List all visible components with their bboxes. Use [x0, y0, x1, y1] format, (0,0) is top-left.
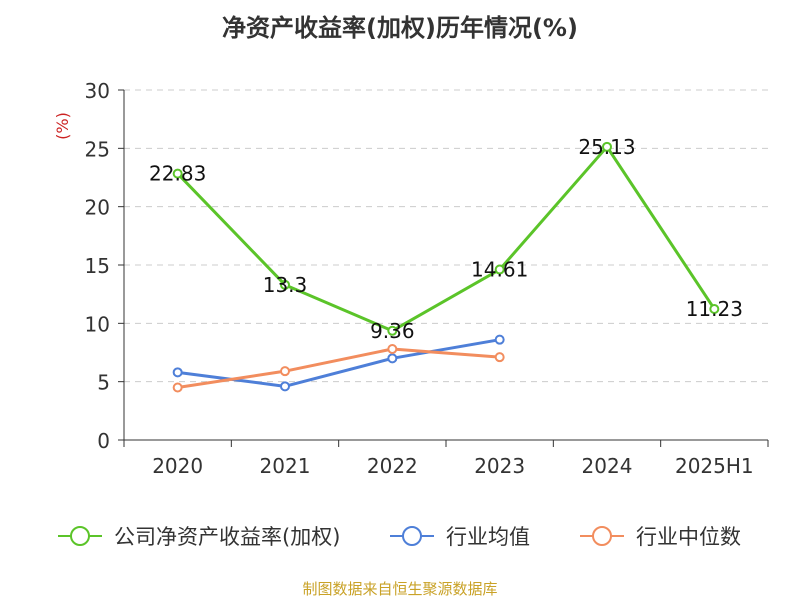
data-point-series-1 — [494, 334, 505, 345]
data-point-series-1 — [387, 353, 398, 364]
x-tick-label: 2020 — [152, 454, 203, 478]
data-point-series-0 — [387, 325, 398, 336]
series-line-2 — [177, 347, 500, 389]
data-point-series-0 — [280, 279, 290, 290]
data-label: 25.13 — [578, 135, 635, 159]
x-tick-label: 2021 — [260, 454, 311, 478]
data-label: 11.23 — [686, 297, 743, 321]
x-tick-label: 2023 — [474, 454, 525, 478]
source-footer: 制图数据来自恒生聚源数据库 — [302, 580, 498, 598]
data-point-series-0 — [709, 303, 720, 314]
data-point-series-1 — [280, 381, 290, 392]
y-tick-label: 0 — [97, 429, 110, 453]
data-point-series-0 — [494, 264, 505, 275]
legend-label-2: 行业中位数 — [636, 525, 741, 549]
legend-marker-2 — [592, 526, 612, 546]
legend-marker-0 — [70, 526, 90, 546]
legend-label-1: 行业均值 — [446, 525, 530, 549]
y-tick-label: 25 — [85, 137, 110, 161]
legend-label-0: 公司净资产收益率(加权) — [114, 525, 340, 549]
data-point-series-2 — [494, 352, 505, 363]
data-point-series-1 — [172, 367, 183, 378]
data-label: 9.36 — [370, 319, 415, 343]
data-label: 22.83 — [149, 162, 206, 186]
series-line-0 — [176, 145, 716, 333]
legend-marker-1 — [402, 526, 422, 546]
x-tick-label: 2024 — [582, 454, 633, 478]
y-tick-label: 5 — [97, 371, 110, 395]
data-point-series-0 — [602, 141, 612, 152]
y-tick-label: 20 — [85, 196, 110, 220]
x-tick-label: 2025H1 — [675, 454, 754, 478]
data-point-series-2 — [172, 382, 183, 393]
chart-title: 净资产收益率(加权)历年情况(%) — [222, 14, 578, 42]
y-tick-label: 10 — [85, 312, 110, 336]
data-point-series-2 — [387, 344, 398, 354]
y-axis-label: (%) — [53, 112, 72, 140]
data-point-series-0 — [172, 168, 183, 179]
x-tick-label: 2022 — [367, 454, 418, 478]
y-tick-label: 15 — [85, 254, 110, 278]
data-point-series-2 — [280, 366, 290, 377]
data-label: 14.61 — [471, 258, 528, 282]
y-tick-label: 30 — [85, 79, 110, 103]
data-label: 13.3 — [263, 273, 308, 297]
